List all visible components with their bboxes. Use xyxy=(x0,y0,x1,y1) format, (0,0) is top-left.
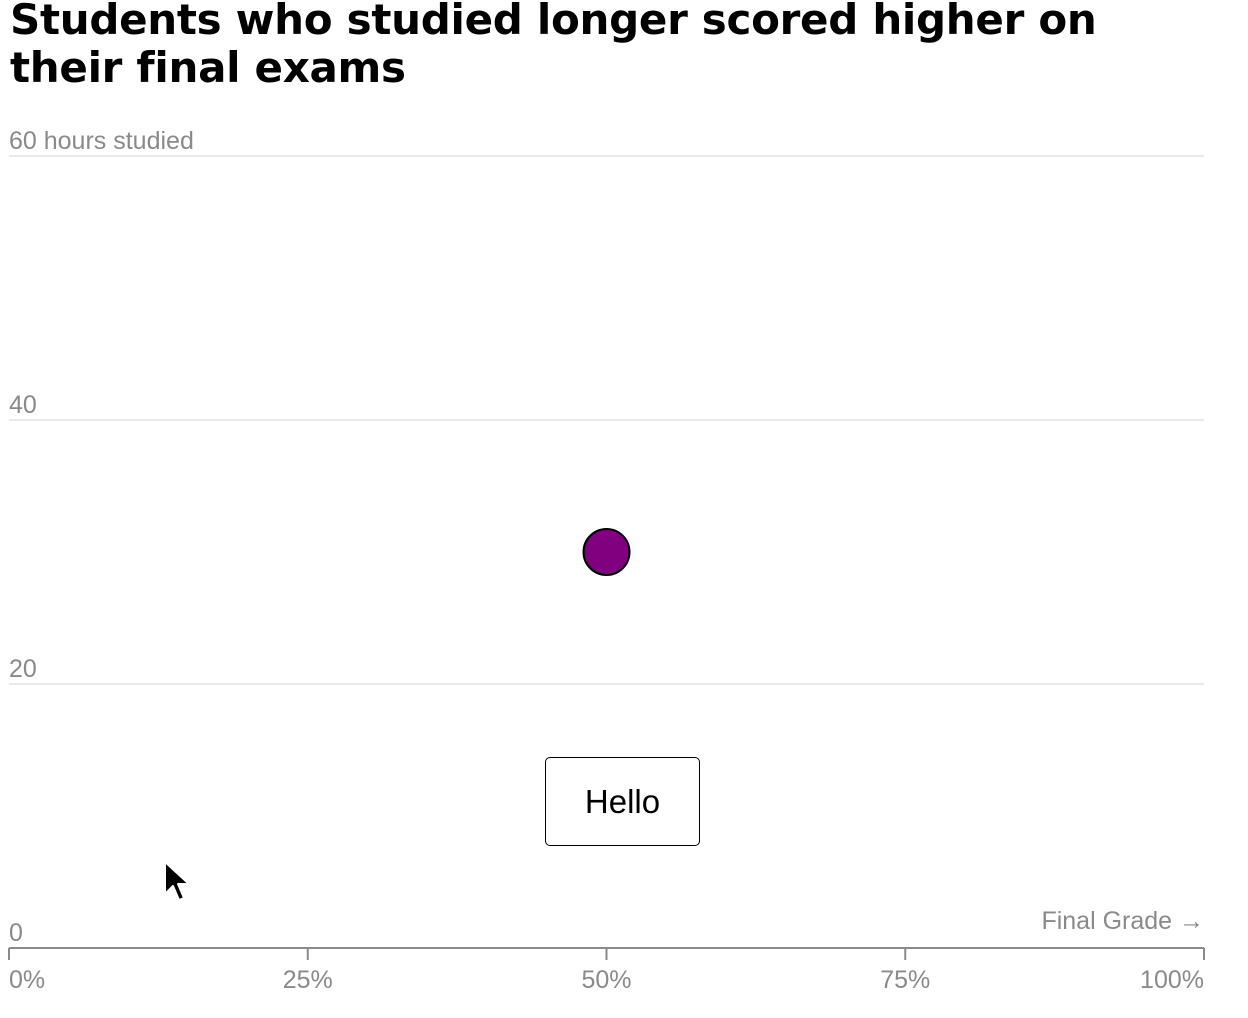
x-tick-label: 50% xyxy=(581,966,631,994)
x-tick-label: 25% xyxy=(283,966,333,994)
data-point[interactable] xyxy=(582,528,631,576)
data-points[interactable] xyxy=(582,528,631,576)
y-tick-label: 0 xyxy=(9,919,23,947)
grid-lines xyxy=(9,155,1204,685)
y-tick-label: 60 hours studied xyxy=(9,127,194,155)
x-tick-label: 75% xyxy=(880,966,930,994)
tooltip: Hello xyxy=(545,757,700,846)
y-tick-label: 20 xyxy=(9,655,37,683)
x-axis-title: Final Grade → xyxy=(1041,907,1204,935)
x-tick-label: 0% xyxy=(9,966,45,994)
y-tick-label: 40 xyxy=(9,391,37,419)
x-tick-label: 100% xyxy=(1140,966,1204,994)
x-axis: 0% 25% 50% 75% 100% xyxy=(8,947,1205,994)
chart-title: Students who studied longer scored highe… xyxy=(10,0,1097,92)
y-axis-labels: 0 20 40 60 hours studied xyxy=(9,127,194,947)
mouse-pointer-icon xyxy=(164,861,190,901)
